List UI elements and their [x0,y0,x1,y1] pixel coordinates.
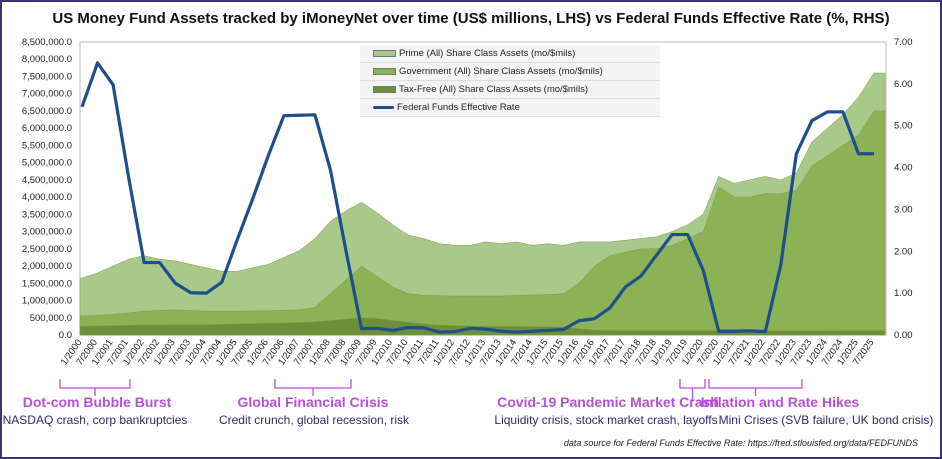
y-left-tick-label: 4,000,000.0 [22,192,72,203]
y-right-tick-label: 2.00 [894,246,913,257]
y-right-tick-label: 5.00 [894,121,913,132]
y-right-tick-label: 6.00 [894,79,913,90]
line-fed-funds-rate [80,61,874,334]
y-left-tick-label: 4,500,000.0 [22,175,72,186]
y-right-tick-label: 4.00 [894,163,913,174]
y-left-tick-label: 3,000,000.0 [22,227,72,238]
y-left-tick-label: 0.0 [59,330,72,341]
y-left-tick-label: 7,000,000.0 [22,89,72,100]
y-left-tick-label: 3,500,000.0 [22,209,72,220]
area-government [79,110,886,336]
legend-label: Government (All) Share Class Assets (mo/… [399,66,603,77]
legend-label: Tax-Free (All) Share Class Assets (mo/$m… [399,84,588,95]
y-left-tick-label: 5,000,000.0 [22,158,72,169]
y-left-tick-label: 2,000,000.0 [22,261,72,272]
y-left-tick-label: 500,000.0 [30,313,72,324]
legend-item-fed-funds: Federal Funds Effective Rate [360,99,660,117]
y-left-tick-label: 1,000,000.0 [22,296,72,307]
bracket-inflation [708,379,803,396]
bracket-covid [679,379,706,401]
legend-item-tax-free: Tax-Free (All) Share Class Assets (mo/$m… [360,81,660,99]
annotation-subtitle-covid: Liquidity crisis, stock market crash, la… [494,413,718,427]
legend-item-government: Government (All) Share Class Assets (mo/… [360,63,660,81]
y-right-tick-label: 0.00 [894,330,913,341]
y-left-tick-label: 7,500,000.0 [22,71,72,82]
y-right-tick-label: 1.00 [894,288,913,299]
legend-swatch [373,68,396,75]
legend-swatch [373,106,394,109]
y-left-tick-label: 8,000,000.0 [22,54,72,65]
legend-swatch [373,86,396,93]
legend-label: Prime (All) Share Class Assets (mo/$mils… [399,48,576,59]
legend-label: Federal Funds Effective Rate [397,102,520,113]
annotation-subtitle-inflation: Mini Crises (SVB failure, UK bond crisis… [718,413,934,427]
y-left-tick-label: 2,500,000.0 [22,244,72,255]
annotation-subtitle-gfc: Credit crunch, global recession, risk [218,413,410,427]
y-right-tick-label: 3.00 [894,204,913,215]
bracket-gfc [274,379,352,396]
area-tax-free [79,317,886,336]
y-left-tick-label: 8,500,000.0 [22,37,72,48]
legend: Prime (All) Share Class Assets (mo/$mils… [360,45,660,117]
source-note: data source for Federal Funds Effective … [563,438,918,448]
annotation-title-gfc: Global Financial Crisis [237,394,389,410]
y-left-tick-label: 6,500,000.0 [22,106,72,117]
annotation-subtitle-dotcom: NASDAQ crash, corp bankruptcies [2,413,188,427]
legend-swatch [373,50,396,57]
chart-title: US Money Fund Assets tracked by iMoneyNe… [52,10,890,27]
annotation-title-covid: Covid-19 Pandemic Market Crash [497,394,719,410]
bracket-dotcom [59,379,131,396]
y-left-tick-label: 1,500,000.0 [22,278,72,289]
y-left-tick-label: 6,000,000.0 [22,123,72,134]
annotation-title-dotcom: Dot-com Bubble Burst [22,394,172,410]
annotation-title-inflation: Inflation and Rate Hikes [700,394,860,410]
y-left-tick-label: 5,500,000.0 [22,140,72,151]
y-right-tick-label: 7.00 [894,37,913,48]
legend-item-prime: Prime (All) Share Class Assets (mo/$mils… [360,45,660,63]
